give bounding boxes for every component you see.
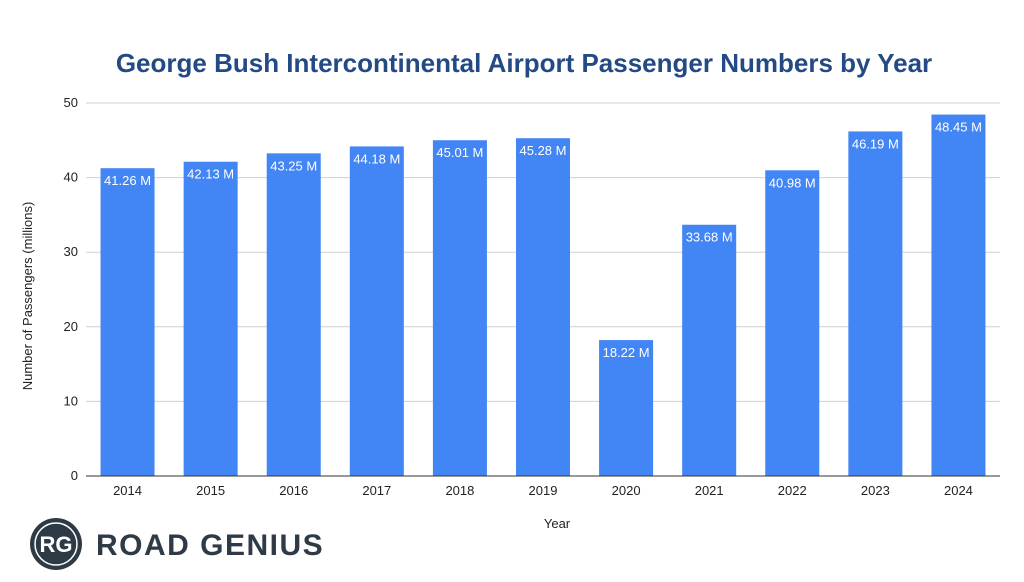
road-genius-logo: RG ROAD GENIUS: [30, 518, 324, 570]
data-label-2015: 42.13 M: [187, 167, 234, 182]
bars: [100, 114, 986, 477]
bar-2014: [100, 168, 155, 477]
data-label-2014: 41.26 M: [104, 173, 151, 188]
y-axis-label: Number of Passengers (millions): [20, 202, 35, 391]
data-label-2018: 45.01 M: [436, 145, 483, 160]
data-label-2021: 33.68 M: [686, 230, 733, 245]
bar-2018: [432, 140, 487, 476]
logo-mark: RG: [40, 532, 73, 557]
chart-title: George Bush Intercontinental Airport Pas…: [116, 48, 932, 78]
bar-2022: [765, 170, 820, 477]
logo-mark-ring: [34, 522, 78, 566]
x-axis-ticks: 2014 2015 2016 2017 2018 2019 2020 2021 2022 2023…: [113, 483, 973, 498]
x-tick-label-2023: 2023: [861, 483, 890, 498]
y-tick-label-10: 10: [64, 393, 78, 408]
y-axis-ticks: 0 10 20 30 40 50: [64, 95, 78, 483]
x-tick-label-2016: 2016: [279, 483, 308, 498]
y-tick-label-40: 40: [64, 170, 78, 185]
y-tick-label-0: 0: [71, 468, 78, 483]
bar-2024: [931, 114, 986, 477]
x-tick-label-2014: 2014: [113, 483, 142, 498]
data-label-2017: 44.18 M: [353, 151, 400, 166]
x-tick-label-2019: 2019: [529, 483, 558, 498]
data-labels: 41.26 M 42.13 M 43.25 M 44.18 M 45.01 M 45.28…: [104, 120, 982, 361]
data-label-2016: 43.25 M: [270, 158, 317, 173]
bar-2017: [349, 146, 404, 476]
y-tick-label-20: 20: [64, 319, 78, 334]
y-tick-label-30: 30: [64, 244, 78, 259]
logo-mark-circle: [30, 518, 82, 570]
bar-2021: [682, 224, 737, 476]
x-axis-label: Year: [544, 516, 571, 531]
bar-2015: [183, 161, 238, 476]
x-tick-label-2022: 2022: [778, 483, 807, 498]
logo-name: ROAD GENIUS: [96, 529, 324, 562]
data-label-2024: 48.45 M: [935, 120, 982, 135]
bar-2016: [266, 153, 321, 477]
data-label-2023: 46.19 M: [852, 136, 899, 151]
bar-2019: [515, 138, 571, 477]
bar-2020: [599, 340, 654, 476]
bar-2023: [848, 131, 903, 476]
x-tick-label-2015: 2015: [196, 483, 225, 498]
x-tick-label-2021: 2021: [695, 483, 724, 498]
x-tick-label-2017: 2017: [362, 483, 391, 498]
x-tick-label-2024: 2024: [944, 483, 973, 498]
data-label-2020: 18.22 M: [603, 345, 650, 360]
x-tick-label-2020: 2020: [612, 483, 641, 498]
x-tick-label-2018: 2018: [445, 483, 474, 498]
y-tick-label-50: 50: [64, 95, 78, 110]
data-label-2022: 40.98 M: [769, 175, 816, 190]
data-label-2019: 45.28 M: [520, 143, 567, 158]
